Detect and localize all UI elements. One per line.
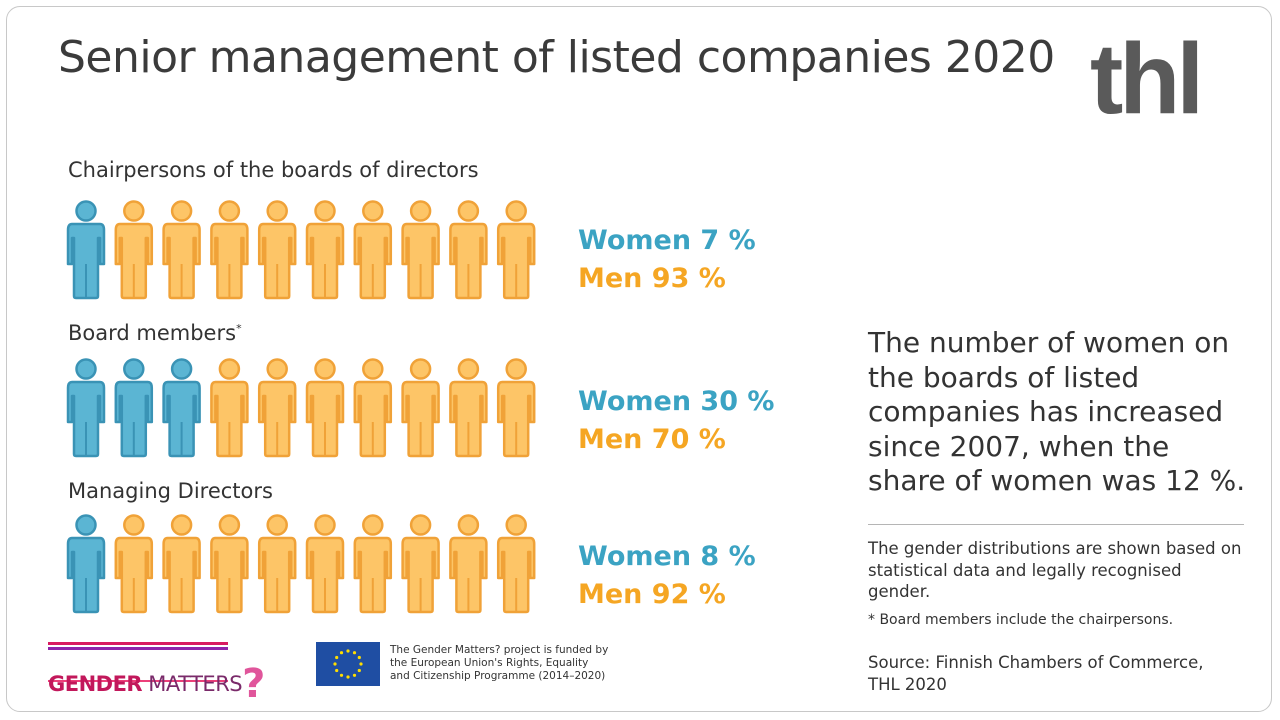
eu-funding-text: The Gender Matters? project is funded by…: [390, 644, 609, 682]
board-members-label: Board members: [68, 321, 237, 345]
woman-figure-icon: [66, 200, 106, 300]
man-figure-icon: [496, 514, 536, 614]
man-figure-icon: [353, 200, 393, 300]
man-figure-icon: [114, 200, 154, 300]
woman-figure-icon: [114, 358, 154, 458]
eu-star-icon: [357, 668, 361, 673]
woman-figure-icon: [162, 358, 201, 458]
section-title-board-members: Board members*: [68, 321, 242, 345]
eu-star-icon: [357, 655, 361, 660]
eu-star-icon: [339, 673, 344, 677]
woman-figure-icon: [66, 358, 106, 458]
pictogram-chairpersons: [62, 200, 552, 300]
gender-matters-logo: [48, 642, 228, 682]
percent-block-managing-directors: Women 8 % Men 92 %: [578, 538, 756, 614]
men-percent-label: Men 70 %: [578, 424, 726, 455]
key-finding-text: The number of women on the boards of lis…: [868, 326, 1246, 497]
section-title-chairpersons: Chairpersons of the boards of directors: [68, 158, 479, 182]
eu-star-icon: [335, 655, 339, 660]
source-text: Source: Finnish Chambers of Commerce, TH…: [868, 653, 1204, 694]
man-figure-icon: [257, 358, 297, 458]
man-figure-icon: [353, 358, 393, 458]
man-figure-icon: [257, 200, 297, 300]
man-figure-icon: [496, 200, 536, 300]
logo-stripe: [48, 642, 228, 645]
gender-word: GENDER: [48, 672, 143, 696]
man-figure-icon: [210, 514, 249, 614]
footnote-mark: *: [236, 322, 242, 335]
percent-block-board-members: Women 30 % Men 70 %: [578, 383, 774, 459]
man-figure-icon: [449, 514, 488, 614]
disclaimer-text: The gender distributions are shown based…: [868, 539, 1242, 601]
man-figure-icon: [210, 200, 249, 300]
man-figure-icon: [496, 358, 536, 458]
logo-stripe: [48, 647, 228, 650]
man-figure-icon: [305, 200, 345, 300]
man-figure-icon: [353, 514, 393, 614]
man-figure-icon: [401, 200, 440, 300]
question-mark: ?: [242, 661, 265, 707]
percent-block-chairpersons: Women 7 % Men 93 %: [578, 222, 756, 298]
gender-matters-wordmark: GENDER MATTERS?: [48, 655, 265, 707]
footnote-text: * Board members include the chairpersons…: [868, 612, 1174, 628]
thl-logo: thl: [1090, 23, 1204, 135]
eu-star-icon: [359, 662, 363, 666]
women-percent-label: Women 8 %: [578, 541, 756, 572]
eu-star-icon: [346, 649, 350, 653]
man-figure-icon: [305, 358, 345, 458]
woman-figure-icon: [66, 514, 106, 614]
pictogram-managing-directors: [62, 514, 552, 614]
eu-flag-icon: [316, 642, 380, 686]
man-figure-icon: [401, 358, 440, 458]
man-figure-icon: [162, 514, 201, 614]
eu-star-icon: [352, 673, 357, 677]
divider: [868, 524, 1244, 525]
eu-star-icon: [352, 651, 357, 655]
man-figure-icon: [305, 514, 345, 614]
man-figure-icon: [449, 200, 488, 300]
matters-word: MATTERS: [142, 672, 243, 696]
logo-stripe: [48, 680, 228, 682]
men-percent-label: Men 93 %: [578, 263, 726, 294]
man-figure-icon: [257, 514, 297, 614]
page-title: Senior management of listed companies 20…: [58, 32, 1055, 83]
men-percent-label: Men 92 %: [578, 579, 726, 610]
eu-star-icon: [346, 675, 350, 679]
man-figure-icon: [449, 358, 488, 458]
women-percent-label: Women 30 %: [578, 386, 775, 417]
section-title-managing-directors: Managing Directors: [68, 479, 273, 503]
man-figure-icon: [210, 358, 249, 458]
man-figure-icon: [401, 514, 440, 614]
eu-star-icon: [335, 668, 339, 673]
eu-star-icon: [333, 662, 337, 666]
eu-star-icon: [339, 651, 344, 655]
man-figure-icon: [114, 514, 154, 614]
women-percent-label: Women 7 %: [578, 225, 756, 256]
man-figure-icon: [162, 200, 201, 300]
pictogram-board-members: [62, 358, 552, 458]
